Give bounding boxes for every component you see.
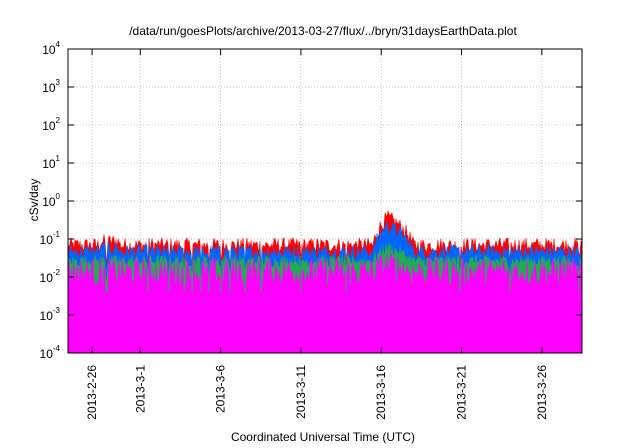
- x-tick-label: 2013-3-11: [294, 365, 308, 419]
- axis-layer: 10-4 10-3 10-2 10-1 100 101 102 103 104 2013-2-26…: [40, 40, 583, 420]
- x-tick-label: 2013-3-26: [535, 365, 549, 420]
- y-tick-label: 10-4: [40, 344, 61, 361]
- x-axis-label: Coordinated Universal Time (UTC): [231, 430, 415, 444]
- y-tick-label: 100: [42, 192, 60, 209]
- series-area: [67, 251, 583, 354]
- chart-title: /data/run/goesPlots/archive/2013-03-27/f…: [129, 24, 517, 38]
- y-tick-label: 104: [42, 40, 60, 57]
- y-axis-label: cSv/day: [27, 179, 41, 222]
- y-tick-label: 10-1: [40, 230, 61, 247]
- data-layer: [67, 210, 583, 354]
- y-tick-label: 103: [42, 78, 60, 95]
- x-tick-label: 2013-3-21: [455, 365, 469, 420]
- x-tick-label: 2013-2-26: [85, 365, 99, 420]
- x-tick-label: 2013-3-6: [214, 365, 228, 413]
- y-tick-label: 10-2: [40, 268, 61, 285]
- plot-frame: [67, 48, 583, 354]
- y-tick-label: 101: [42, 154, 60, 171]
- x-tick-label: 2013-3-1: [133, 365, 147, 413]
- y-tick-label: 102: [42, 116, 60, 133]
- x-tick-label: 2013-3-16: [374, 365, 388, 420]
- y-tick-label: 10-3: [40, 306, 61, 323]
